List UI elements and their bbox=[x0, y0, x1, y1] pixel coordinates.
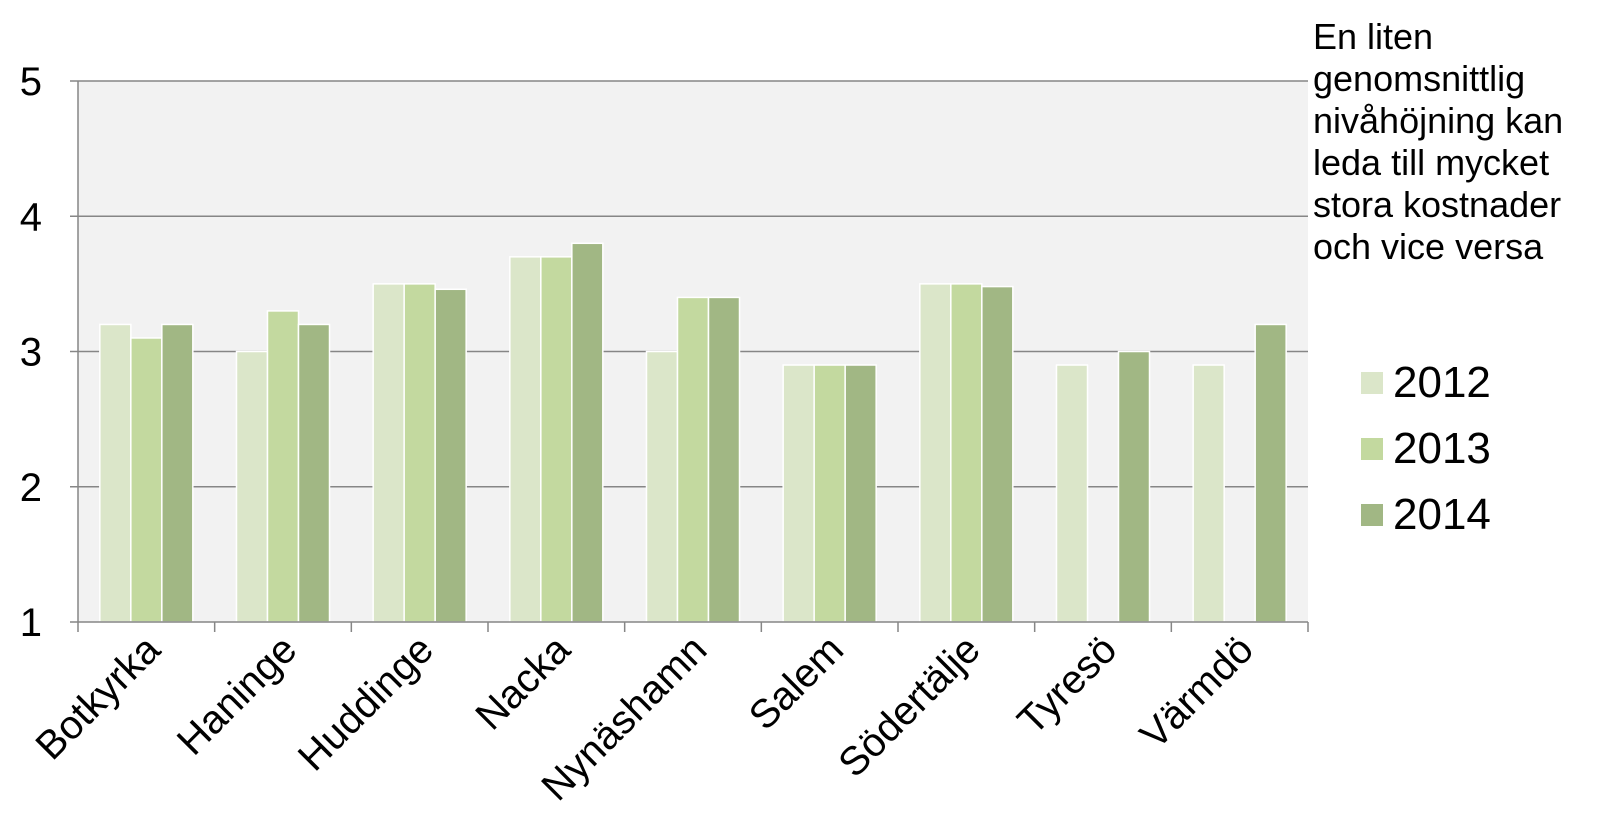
bar-2012-Nacka bbox=[509, 256, 542, 623]
y-tick-label: 3 bbox=[20, 331, 42, 375]
legend-label: 2012 bbox=[1393, 358, 1491, 407]
bar-2012-Haninge bbox=[235, 350, 269, 623]
legend-swatch bbox=[1361, 372, 1383, 394]
bar-2012-Tyresö bbox=[1055, 364, 1089, 623]
y-tick-label: 4 bbox=[20, 195, 42, 239]
bar-2014-Haninge bbox=[297, 323, 331, 623]
bar-2014-Botkyrka bbox=[161, 323, 194, 623]
legend-label: 2013 bbox=[1393, 424, 1491, 473]
y-tick-labels: 1 2 3 4 5 bbox=[20, 60, 42, 645]
legend-swatch bbox=[1361, 438, 1383, 460]
bar-2013-Botkyrka bbox=[130, 337, 163, 623]
bar-2012-Huddinge bbox=[372, 283, 405, 623]
bar-2012-Botkyrka bbox=[99, 323, 132, 623]
y-tick-label: 2 bbox=[20, 466, 42, 510]
y-tick-label: 5 bbox=[20, 60, 42, 104]
x-tick-label: Nacka bbox=[467, 627, 579, 739]
legend: 2012 2013 2014 bbox=[1361, 350, 1491, 548]
x-tick-label: Södertälje bbox=[830, 627, 988, 785]
bar-2014-Tyresö bbox=[1117, 350, 1151, 623]
annotation-text: En liten genomsnittlig nivåhöjning kan l… bbox=[1313, 16, 1564, 267]
bar-2013-Södertälje bbox=[950, 283, 983, 623]
bar-2012-Värmdö bbox=[1192, 364, 1225, 623]
bar-2014-Nacka bbox=[571, 242, 604, 623]
bar-2014-Värmdö bbox=[1254, 323, 1287, 623]
x-tick-label: Botkyrka bbox=[28, 627, 170, 769]
axes bbox=[77, 81, 1309, 632]
bars bbox=[99, 242, 1287, 623]
bar-2014-Södertälje bbox=[981, 285, 1014, 623]
bar-2014-Salem bbox=[844, 364, 877, 623]
x-tick-label: Huddinge bbox=[290, 627, 442, 779]
bar-2014-Huddinge bbox=[434, 288, 467, 623]
bar-2012-Södertälje bbox=[919, 283, 952, 623]
bar-2013-Haninge bbox=[266, 310, 300, 623]
bar-2012-Nynäshamn bbox=[645, 350, 679, 623]
x-tick-label: Salem bbox=[741, 627, 852, 738]
legend-item: 2014 bbox=[1361, 482, 1491, 548]
x-tick-label: Värmdö bbox=[1132, 627, 1262, 757]
legend-item: 2013 bbox=[1361, 416, 1491, 482]
legend-swatch bbox=[1361, 504, 1383, 526]
bar-2013-Salem bbox=[813, 364, 846, 623]
bar-2013-Nynäshamn bbox=[676, 296, 710, 623]
bar-2013-Huddinge bbox=[403, 283, 436, 623]
x-tick-label: Haninge bbox=[169, 627, 305, 763]
bar-2014-Nynäshamn bbox=[707, 296, 741, 623]
bar-2012-Salem bbox=[782, 364, 815, 623]
bar-2013-Nacka bbox=[540, 256, 573, 623]
legend-item: 2012 bbox=[1361, 350, 1491, 416]
x-tick-label: Tyresö bbox=[1009, 627, 1125, 743]
legend-label: 2014 bbox=[1393, 490, 1491, 539]
y-tick-label: 1 bbox=[20, 601, 42, 645]
